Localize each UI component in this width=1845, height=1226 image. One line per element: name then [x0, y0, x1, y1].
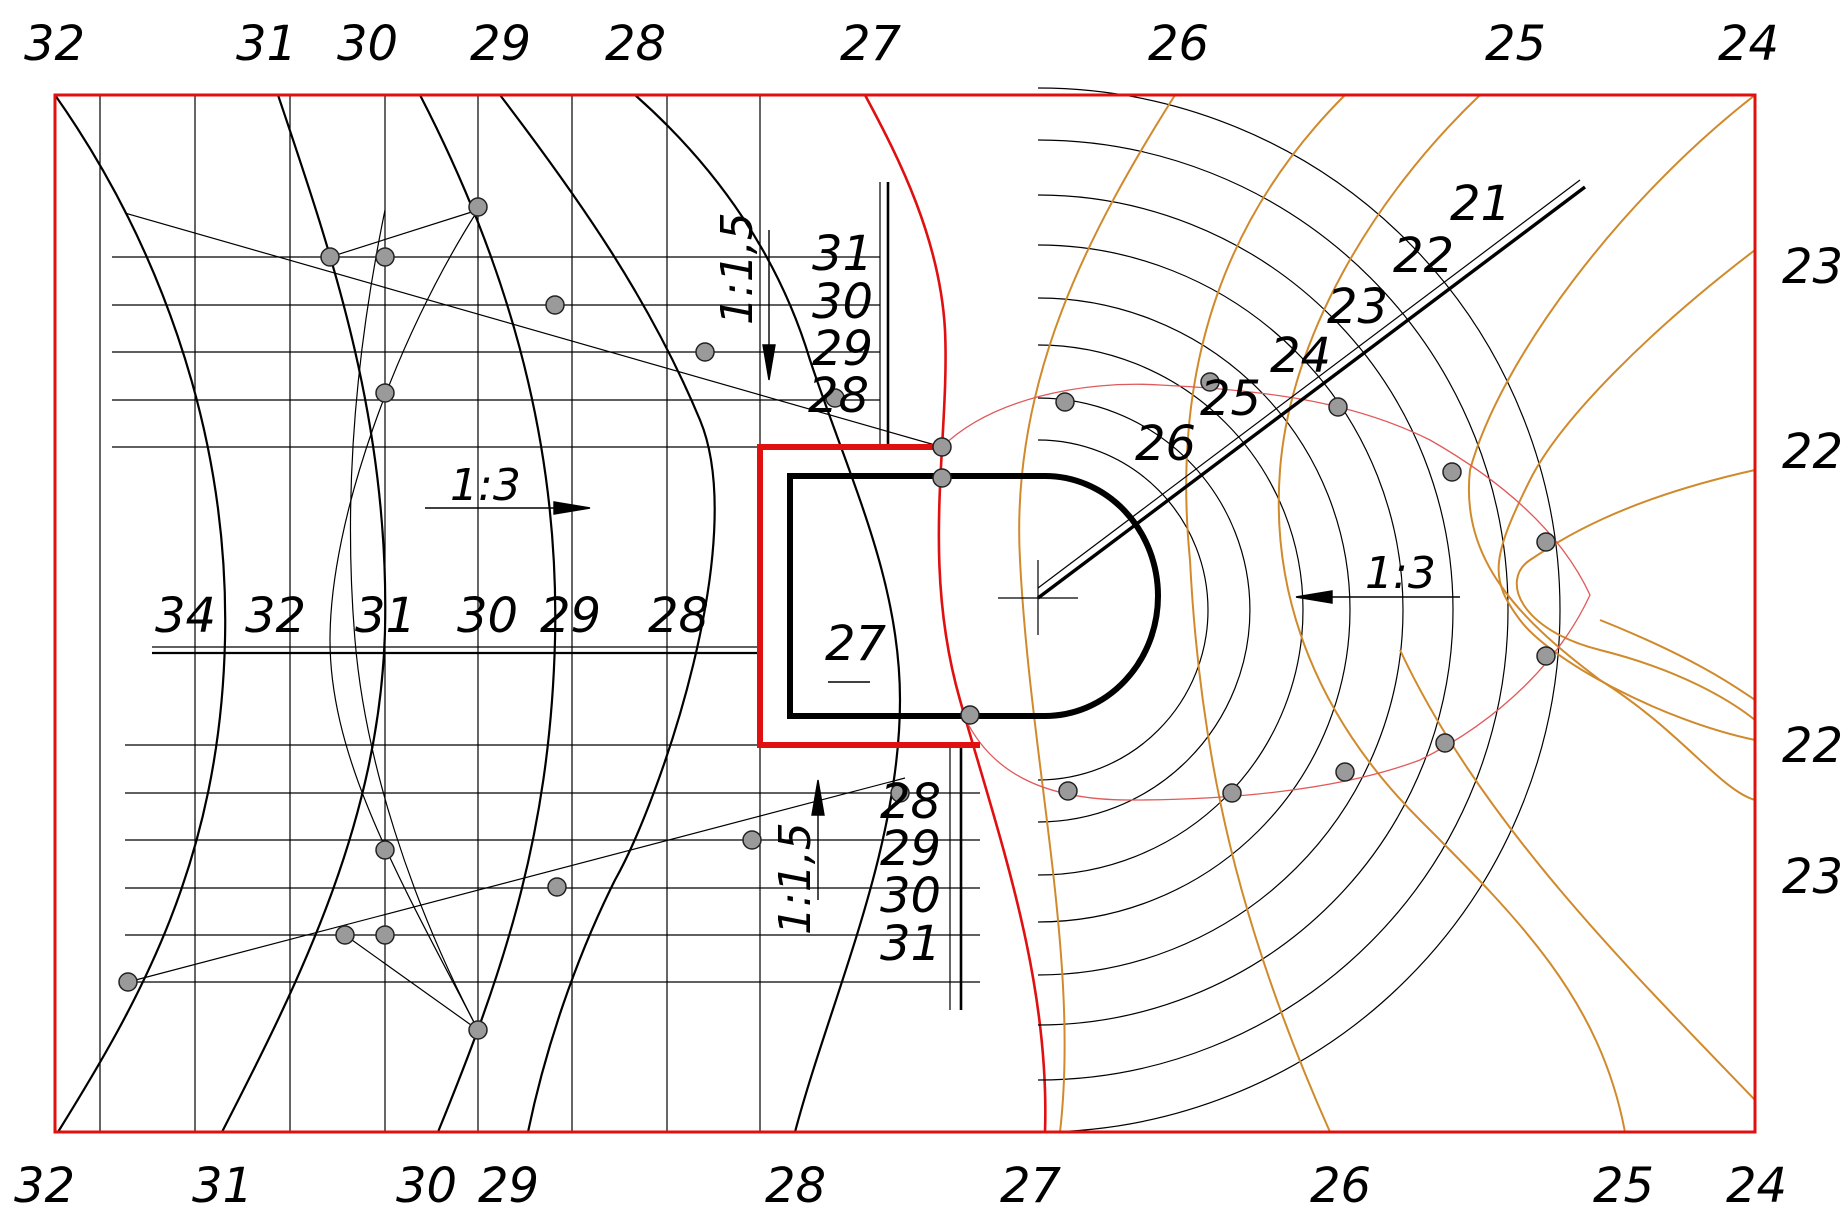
diagonal-label: 22: [1393, 228, 1454, 284]
slope-label-lower: 1:1,5: [770, 822, 821, 935]
axis-line: [152, 646, 760, 655]
bottom-label: 30: [396, 1158, 457, 1214]
red-platform-outline: [757, 444, 980, 748]
top-label: 24: [1718, 16, 1779, 72]
diagonal-label: 23: [1327, 279, 1388, 335]
bottom-label: 25: [1593, 1158, 1654, 1214]
top-label: 25: [1485, 16, 1546, 72]
diagonal-label: 24: [1270, 328, 1331, 384]
bottom-label: 32: [14, 1158, 75, 1214]
lower-scale-labels: 28 29 30 31: [880, 774, 941, 972]
axis-label: 29: [540, 588, 601, 644]
top-label: 31: [236, 16, 297, 72]
lower-scale-label: 29: [880, 821, 941, 877]
right-elevation-labels: 23 22 22 23: [1782, 239, 1843, 905]
scale-bars: [879, 182, 963, 1010]
bottom-label: 26: [1310, 1158, 1371, 1214]
outer-frame: [53, 93, 1757, 1134]
top-label: 30: [337, 16, 398, 72]
lower-scale-label: 28: [880, 774, 941, 830]
upper-scale-labels: 31 30 29 28: [808, 226, 873, 424]
upper-scale-label: 29: [812, 321, 873, 377]
slope-label-left: 1:3: [450, 460, 521, 511]
upper-scale-label: 30: [812, 274, 873, 330]
right-label: 22: [1782, 718, 1843, 774]
lower-scale-label: 31: [880, 916, 941, 972]
axis-label: 32: [245, 588, 306, 644]
top-label: 26: [1148, 16, 1209, 72]
axis-label: 28: [648, 588, 709, 644]
top-label: 27: [840, 16, 902, 72]
red-boundary: [863, 94, 1047, 1133]
top-elevation-labels: 32 31 30 29 28 27 26 25 24: [24, 16, 1779, 72]
diagonal-label: 21: [1450, 176, 1511, 232]
right-label: 23: [1782, 239, 1843, 295]
diagonal-scale-labels: 21 22 23 24 25 26: [1135, 176, 1511, 472]
marker-points: [118, 197, 1556, 1040]
bottom-label: 31: [192, 1158, 253, 1214]
grid-horizontal-upper: [112, 256, 880, 448]
bottom-label: 24: [1726, 1158, 1787, 1214]
bottom-label: 29: [478, 1158, 539, 1214]
slope-label-upper: 1:1,5: [712, 212, 763, 325]
slope-arrows: [425, 230, 1460, 900]
bottom-label: 28: [765, 1158, 826, 1214]
top-label: 28: [605, 16, 666, 72]
axis-elevation-labels: 34 32 31 30 29 28: [155, 588, 709, 644]
top-label: 29: [470, 16, 531, 72]
top-label: 32: [24, 16, 85, 72]
upper-scale-label: 31: [812, 226, 873, 282]
bottom-label: 27: [1000, 1158, 1062, 1214]
orange-contours: [1018, 94, 1756, 1133]
grid-vertical-lines: [99, 95, 761, 1132]
center-elevation-label: 27: [825, 616, 887, 672]
grid-horizontal-lower: [125, 744, 980, 983]
center-crosshair: [998, 560, 1078, 635]
right-label: 23: [1782, 849, 1843, 905]
bottom-elevation-labels: 32 31 30 29 28 27 26 25 24: [14, 1158, 1787, 1214]
diagonal-label: 26: [1135, 416, 1196, 472]
diagonal-lines: [1036, 179, 1587, 600]
slope-label-right: 1:3: [1365, 548, 1436, 599]
axis-label: 31: [355, 588, 416, 644]
structure-outline: [787, 473, 1161, 719]
diagonal-label: 25: [1200, 371, 1261, 427]
concentric-arcs: [1037, 87, 1561, 1133]
axis-label: 34: [155, 588, 216, 644]
axis-label: 30: [457, 588, 518, 644]
right-label: 22: [1782, 424, 1843, 480]
red-thin-contour: [941, 383, 1591, 801]
lower-scale-label: 30: [880, 868, 941, 924]
upper-scale-label: 28: [808, 368, 869, 424]
construction-lines: [124, 209, 943, 1031]
